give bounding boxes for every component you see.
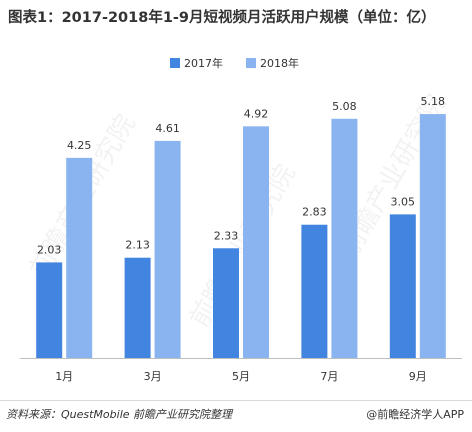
bars: 2.03 4.25 2.13 4.61 2.33 4.92 2.83 5.08 3.05 5.18 (36, 95, 446, 358)
data-label-1-3: 2.33 (214, 229, 239, 242)
source-note: 资料来源：QuestMobile 前瞻产业研究院整理 (6, 408, 233, 421)
x-tick-label-3: 5月 (232, 370, 250, 383)
data-label-2-4: 5.08 (332, 100, 357, 113)
bar-1-2 (124, 257, 151, 358)
data-label-2-5: 5.18 (421, 95, 446, 108)
bar-1-4 (301, 224, 328, 358)
footer: 资料来源：QuestMobile 前瞻产业研究院整理 @前瞻经济学人APP (0, 400, 472, 432)
data-label-2-1: 4.25 (67, 139, 92, 152)
data-label-1-2: 2.13 (125, 239, 150, 252)
data-label-1-1: 2.03 (37, 243, 62, 256)
x-tick-label-1: 1月 (55, 370, 73, 383)
x-tick-label-5: 9月 (409, 370, 427, 383)
data-label-1-5: 3.05 (391, 195, 416, 208)
x-axis-ticks: 1月 3月 5月 7月 9月 (55, 370, 427, 383)
legend: 2017年 2018年 (170, 56, 299, 70)
bar-2-2 (154, 140, 181, 358)
bar-2-3 (243, 126, 269, 358)
credit-note: @前瞻经济学人APP (366, 408, 464, 421)
chart-title: 图表1：2017-2018年1-9月短视频月活跃用户规模（单位：亿） (8, 10, 436, 26)
bar-2-4 (331, 118, 358, 358)
bar-2-1 (66, 157, 93, 358)
data-label-2-3: 4.92 (244, 107, 269, 120)
legend-swatch-1 (170, 58, 180, 68)
legend-label-1: 2017年 (184, 56, 223, 70)
data-label-2-2: 4.61 (155, 122, 180, 135)
legend-swatch-2 (246, 58, 256, 68)
bar-1-3 (213, 248, 239, 358)
footer-divider (0, 400, 472, 401)
x-tick-label-2: 3月 (144, 370, 162, 383)
x-tick-label-4: 7月 (320, 370, 338, 383)
data-label-1-4: 2.83 (302, 206, 327, 219)
legend-label-2: 2018年 (260, 56, 299, 70)
bar-1-1 (36, 262, 63, 358)
bar-2-5 (419, 114, 446, 358)
bar-1-5 (389, 214, 416, 358)
